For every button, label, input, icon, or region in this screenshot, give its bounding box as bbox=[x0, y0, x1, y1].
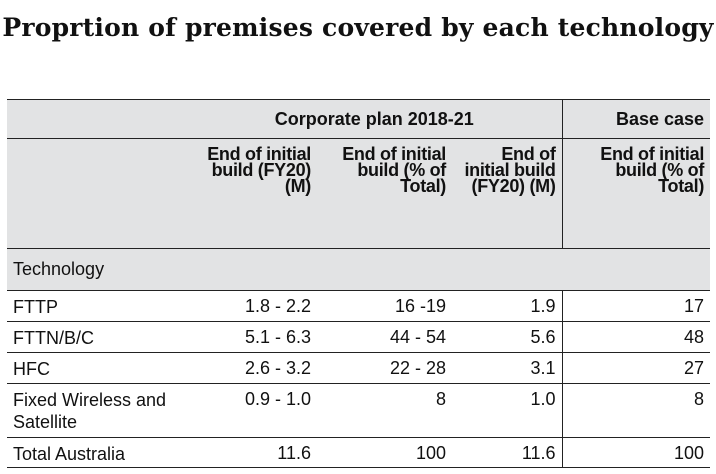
column-header-label: End of initial build (FY20) (M) bbox=[464, 144, 556, 196]
cell-value: 48 bbox=[562, 321, 711, 353]
row-label: HFC bbox=[7, 352, 193, 384]
cell-value: 17 bbox=[562, 290, 711, 322]
cell-value: 1.8 - 2.2 bbox=[193, 290, 317, 322]
row-label: FTTP bbox=[7, 290, 193, 322]
row-label: Total Australia bbox=[7, 437, 193, 468]
coverage-table: Corporate plan 2018-21 Base case End of … bbox=[7, 99, 711, 468]
table-row: FTTP 1.8 - 2.2 16 -19 1.9 17 bbox=[7, 290, 711, 322]
column-header-label: End of initial build (% of Total) bbox=[342, 144, 446, 196]
column-header: End of initial build (FY20) (M) bbox=[452, 138, 563, 249]
table-row: FTTN/B/C 5.1 - 6.3 44 - 54 5.6 48 bbox=[7, 321, 711, 353]
cell-value: 16 -19 bbox=[317, 290, 452, 322]
cell-value: 44 - 54 bbox=[317, 321, 452, 353]
cell-value: 11.6 bbox=[452, 437, 563, 468]
cell-value: 5.6 bbox=[452, 321, 563, 353]
column-header-row: End of initial build (FY20) (M) End of i… bbox=[7, 138, 711, 249]
group-header-row: Corporate plan 2018-21 Base case bbox=[7, 99, 711, 139]
technology-label: Technology bbox=[7, 248, 193, 291]
title-text: Proprtion of premises covered by each te… bbox=[2, 13, 714, 42]
column-header-label: End of initial build (% of Total) bbox=[600, 144, 705, 196]
empty-cell bbox=[193, 248, 317, 291]
cell-value: 27 bbox=[562, 352, 711, 384]
cell-value: 100 bbox=[317, 437, 452, 468]
column-header: End of initial build (% of Total) bbox=[562, 138, 711, 249]
cell-value: 1.0 bbox=[452, 383, 563, 438]
column-header: End of initial build (% of Total) bbox=[317, 138, 452, 249]
cell-value: 3.1 bbox=[452, 352, 563, 384]
group-spacer bbox=[7, 99, 193, 139]
cell-value: 8 bbox=[317, 383, 452, 438]
cell-value: 0.9 - 1.0 bbox=[193, 383, 317, 438]
cell-value: 100 bbox=[562, 437, 711, 468]
table-row: HFC 2.6 - 3.2 22 - 28 3.1 27 bbox=[7, 352, 711, 384]
cell-value: 22 - 28 bbox=[317, 352, 452, 384]
cell-value: 5.1 - 6.3 bbox=[193, 321, 317, 353]
column-spacer bbox=[7, 138, 193, 249]
page-title: Proprtion of premises covered by each te… bbox=[0, 14, 716, 42]
empty-cell bbox=[562, 248, 711, 291]
technology-header-row: Technology bbox=[7, 248, 711, 291]
column-header-label: End of initial build (FY20) (M) bbox=[207, 144, 311, 196]
row-label: FTTN/B/C bbox=[7, 321, 193, 353]
empty-cell bbox=[452, 248, 563, 291]
total-row: Total Australia 11.6 100 11.6 100 bbox=[7, 437, 711, 468]
cell-value: 1.9 bbox=[452, 290, 563, 322]
table-row: Fixed Wireless and Satellite 0.9 - 1.0 8… bbox=[7, 383, 711, 438]
base-case-header: Base case bbox=[562, 99, 711, 139]
cell-value: 11.6 bbox=[193, 437, 317, 468]
corporate-plan-header: Corporate plan 2018-21 bbox=[193, 99, 563, 139]
column-header: End of initial build (FY20) (M) bbox=[193, 138, 317, 249]
empty-cell bbox=[317, 248, 452, 291]
cell-value: 8 bbox=[562, 383, 711, 438]
cell-value: 2.6 - 3.2 bbox=[193, 352, 317, 384]
row-label: Fixed Wireless and Satellite bbox=[7, 383, 193, 438]
